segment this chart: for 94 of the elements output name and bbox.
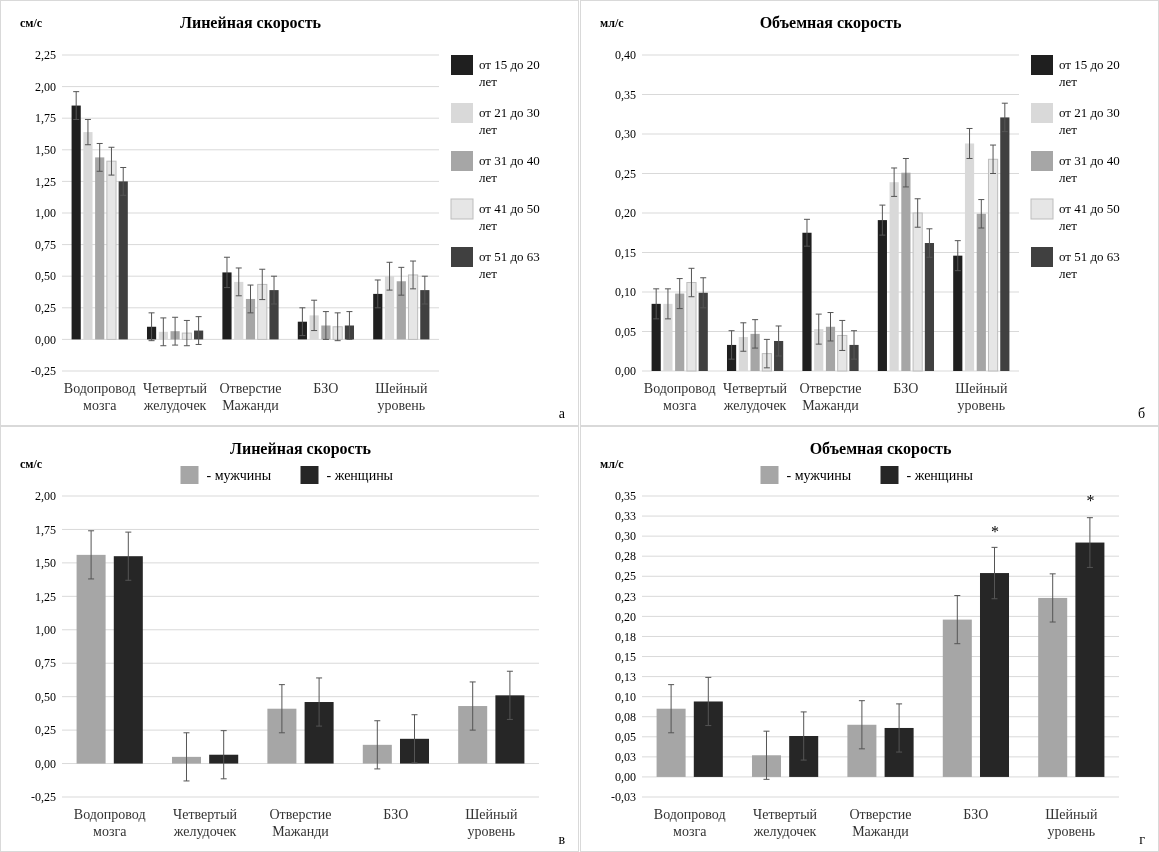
legend-label: от 15 до 20 лет bbox=[479, 57, 540, 89]
x-tick-label: Шейный уровень bbox=[375, 381, 428, 413]
legend-label: от 51 до 63 лет bbox=[1059, 249, 1120, 281]
y-tick-label: 0,23 bbox=[615, 589, 636, 604]
y-tick-label: 1,50 bbox=[35, 143, 56, 157]
x-tick-label: Отверстие Мажанди bbox=[219, 381, 282, 413]
chart-title: Объемная скорость bbox=[809, 440, 952, 458]
text: г bbox=[1139, 832, 1146, 847]
legend-label: от 51 до 63 лет bbox=[479, 249, 540, 281]
y-tick-label: 0,75 bbox=[35, 656, 56, 671]
y-tick-label: 0,25 bbox=[35, 301, 56, 315]
y-tick-label: 0,18 bbox=[615, 629, 636, 644]
y-tick-label: 0,10 bbox=[615, 689, 636, 704]
x-tick-label: БЗО bbox=[313, 381, 339, 396]
y-tick-label: 0,25 bbox=[615, 166, 636, 181]
y-axis-title: мл/с bbox=[600, 457, 625, 471]
legend-label: от 31 до 40 лет bbox=[1059, 153, 1120, 185]
legend-label: - мужчины bbox=[206, 468, 272, 483]
y-tick-label: -0,03 bbox=[611, 790, 636, 805]
y-tick-label: 0,35 bbox=[615, 489, 636, 504]
y-tick-label: 1,00 bbox=[35, 622, 56, 637]
chart-title: Линейная скорость bbox=[230, 440, 372, 458]
x-tick-label: Водопровод мозга bbox=[73, 807, 146, 839]
y-tick-label: 1,00 bbox=[35, 206, 56, 221]
chart-title: Линейная скорость bbox=[180, 14, 322, 32]
y-tick-label: 0,05 bbox=[615, 324, 636, 339]
y-tick-label: 0,35 bbox=[615, 87, 636, 102]
legend-label: от 15 до 20 лет bbox=[1059, 57, 1120, 89]
y-tick-label: 1,25 bbox=[35, 589, 56, 604]
text: а bbox=[558, 406, 566, 421]
y-tick-label: 0,00 bbox=[35, 332, 56, 347]
y-tick-label: 1,75 bbox=[35, 522, 56, 537]
y-axis-title: мл/с bbox=[600, 16, 625, 30]
y-tick-label: 0,30 bbox=[615, 529, 636, 544]
y-tick-label: 0,00 bbox=[35, 756, 56, 771]
y-tick-label: 0,08 bbox=[615, 709, 636, 724]
y-tick-label: 0,00 bbox=[615, 770, 636, 785]
y-tick-label: 2,25 bbox=[35, 48, 56, 63]
y-tick-label: 2,00 bbox=[35, 489, 56, 504]
y-axis-title: см/с bbox=[20, 457, 43, 471]
y-tick-label: 0,00 bbox=[615, 364, 636, 379]
text: в bbox=[558, 832, 566, 847]
y-axis-title: см/с bbox=[20, 16, 43, 30]
x-tick-label: Четвертый желудочек bbox=[752, 807, 818, 839]
x-tick-label: Отверстие Мажанди bbox=[849, 807, 912, 839]
y-tick-label: 1,50 bbox=[35, 556, 56, 571]
y-tick-label: 0,05 bbox=[615, 730, 636, 744]
y-tick-label: 0,50 bbox=[35, 269, 56, 284]
x-tick-label: Четвертый желудочек bbox=[172, 807, 238, 839]
y-tick-label: 0,20 bbox=[615, 206, 636, 221]
x-tick-label: БЗО bbox=[893, 381, 919, 396]
legend-label: - мужчины bbox=[786, 468, 852, 483]
y-tick-label: 0,15 bbox=[615, 649, 636, 664]
x-tick-label: Водопровод мозга bbox=[63, 381, 136, 413]
y-tick-label: 0,33 bbox=[615, 509, 636, 524]
legend-label: от 21 до 30 лет bbox=[479, 105, 540, 137]
x-tick-label: Четвертый желудочек bbox=[722, 381, 788, 413]
y-tick-label: 0,13 bbox=[615, 669, 636, 684]
x-tick-label: Водопровод мозга bbox=[643, 381, 716, 413]
x-tick-label: Отверстие Мажанди bbox=[799, 381, 862, 413]
y-tick-label: 0,28 bbox=[615, 549, 636, 564]
legend-label: - женщины bbox=[906, 468, 974, 483]
x-tick-label: Четвертый желудочек bbox=[142, 381, 208, 413]
legend-label: от 21 до 30 лет bbox=[1059, 105, 1120, 137]
y-tick-label: 0,20 bbox=[615, 609, 636, 624]
annotation: * bbox=[990, 522, 999, 540]
legend-label: от 41 до 50 лет bbox=[479, 201, 540, 233]
y-tick-label: 0,50 bbox=[35, 689, 56, 704]
legend-label: от 31 до 40 лет bbox=[479, 153, 540, 185]
text: б bbox=[1137, 406, 1145, 421]
x-tick-label: БЗО bbox=[383, 807, 409, 822]
x-tick-label: Шейный уровень bbox=[1045, 807, 1098, 839]
y-tick-label: 0,30 bbox=[615, 127, 636, 142]
y-tick-label: 0,10 bbox=[615, 285, 636, 300]
y-tick-label: 1,25 bbox=[35, 174, 56, 189]
annotation: * bbox=[1086, 492, 1095, 510]
y-tick-label: 0,25 bbox=[615, 569, 636, 584]
x-tick-label: Отверстие Мажанди bbox=[269, 807, 332, 839]
y-tick-label: 2,00 bbox=[35, 79, 56, 94]
y-tick-label: 0,25 bbox=[35, 723, 56, 738]
x-tick-label: Шейный уровень bbox=[465, 807, 518, 839]
x-tick-label: Шейный уровень bbox=[955, 381, 1008, 413]
chart-title: Объемная скорость bbox=[759, 14, 902, 32]
y-tick-label: 0,75 bbox=[35, 237, 56, 252]
x-tick-label: БЗО bbox=[963, 807, 989, 822]
y-tick-label: 1,75 bbox=[35, 111, 56, 126]
y-tick-label: 0,40 bbox=[615, 48, 636, 63]
x-tick-label: Водопровод мозга bbox=[653, 807, 726, 839]
y-tick-label: 0,15 bbox=[615, 245, 636, 260]
legend-label: - женщины bbox=[326, 468, 394, 483]
y-tick-label: -0,25 bbox=[31, 790, 56, 805]
legend-label: от 41 до 50 лет bbox=[1059, 201, 1120, 233]
y-tick-label: 0,03 bbox=[615, 750, 636, 765]
y-tick-label: -0,25 bbox=[31, 364, 56, 379]
